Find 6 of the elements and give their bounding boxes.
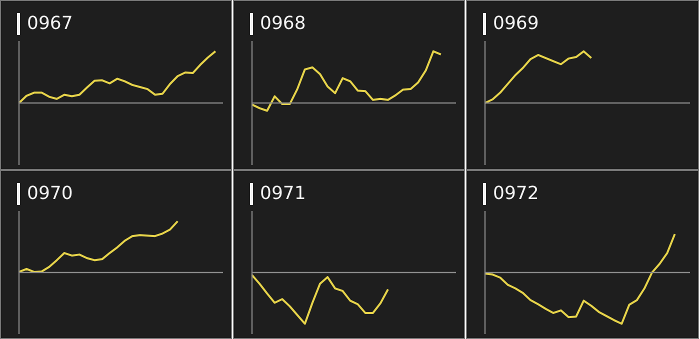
- chart-title: 0972: [483, 183, 539, 205]
- chart-title: 0970: [17, 183, 73, 205]
- chart-title: 0968: [250, 13, 306, 35]
- chart-title: 0969: [483, 13, 539, 35]
- chart-title: 0971: [250, 183, 306, 205]
- chart-title: 0967: [17, 13, 73, 35]
